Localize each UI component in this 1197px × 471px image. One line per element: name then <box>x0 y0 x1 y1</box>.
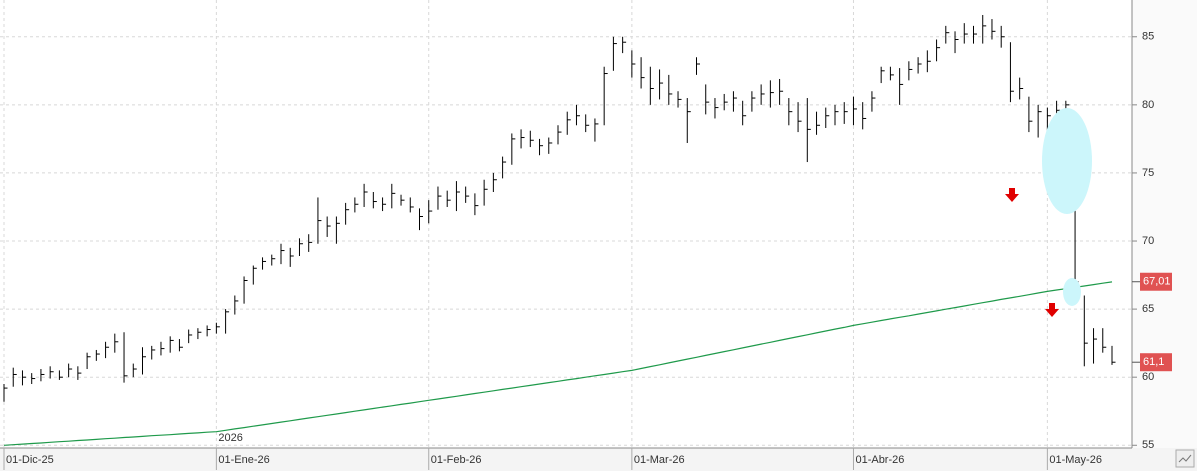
y-tick-label: 60 <box>1142 371 1154 383</box>
y-tick-label: 80 <box>1142 99 1154 111</box>
x-tick-label: 01-Feb-26 <box>431 454 482 466</box>
x-tick-label: 01-May-26 <box>1049 454 1102 466</box>
x-tick-label: 01-Abr-26 <box>855 454 904 466</box>
y-axis-band <box>1132 0 1197 448</box>
y-tick-label: 75 <box>1142 167 1154 179</box>
x-tick-label: 01-Ene-26 <box>218 454 269 466</box>
arrow-down <box>1005 188 1019 202</box>
zoom-icon[interactable] <box>1175 449 1195 468</box>
y-tick-label: 85 <box>1142 31 1154 43</box>
price-label-box <box>1140 272 1172 291</box>
x-tick-label: 01-Dic-25 <box>6 454 54 466</box>
arrow-down <box>1045 303 1059 317</box>
highlight <box>1063 278 1081 306</box>
y-tick-label: 55 <box>1142 439 1154 451</box>
x-tick-label: 01-Mar-26 <box>634 454 685 466</box>
moving-average <box>3 281 1113 446</box>
x-axis-band <box>0 448 1197 471</box>
y-tick-label: 70 <box>1142 235 1154 247</box>
highlight <box>1042 108 1092 214</box>
price-label: 61,1 <box>1143 356 1164 368</box>
plot: 55 60 65 70 75 80 85 01-Dic-25 01-Ene-26 01-Feb-2… <box>0 0 1154 470</box>
price-label-box <box>1140 353 1172 372</box>
price-label: 67,01 <box>1143 276 1171 288</box>
year-label: 2026 <box>218 432 242 444</box>
y-tick-label: 65 <box>1142 303 1154 315</box>
